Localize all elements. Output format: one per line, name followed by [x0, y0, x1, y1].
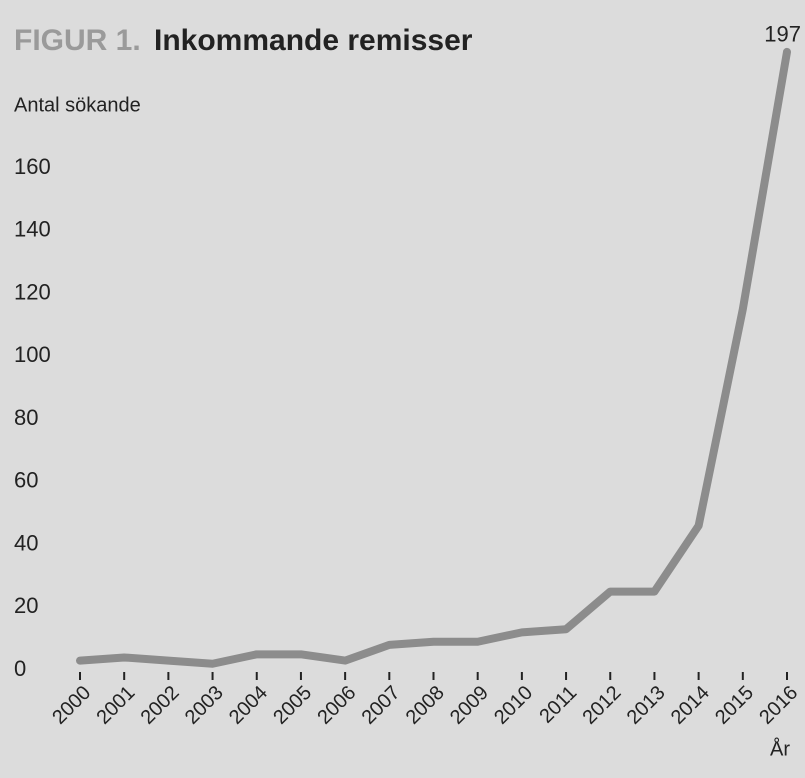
data-label: 197	[764, 22, 801, 47]
y-tick-label: 20	[14, 593, 38, 618]
chart-title: Inkommande remisser	[154, 24, 473, 57]
line	[76, 47, 791, 668]
y-tick-label: 40	[14, 530, 38, 555]
y-tick-label: 120	[14, 279, 51, 304]
y-tick-label: 100	[14, 342, 51, 367]
x-axis-label: År	[770, 737, 790, 760]
y-tick-label: 0	[14, 656, 26, 681]
y-tick-label: 140	[14, 217, 51, 242]
y-tick-label: 60	[14, 468, 38, 493]
y-tick-label: 160	[14, 154, 51, 179]
y-tick-label: 80	[14, 405, 38, 430]
title-prefix: FIGUR 1.	[14, 24, 141, 57]
y-axis-label: Antal sökande	[14, 94, 141, 116]
